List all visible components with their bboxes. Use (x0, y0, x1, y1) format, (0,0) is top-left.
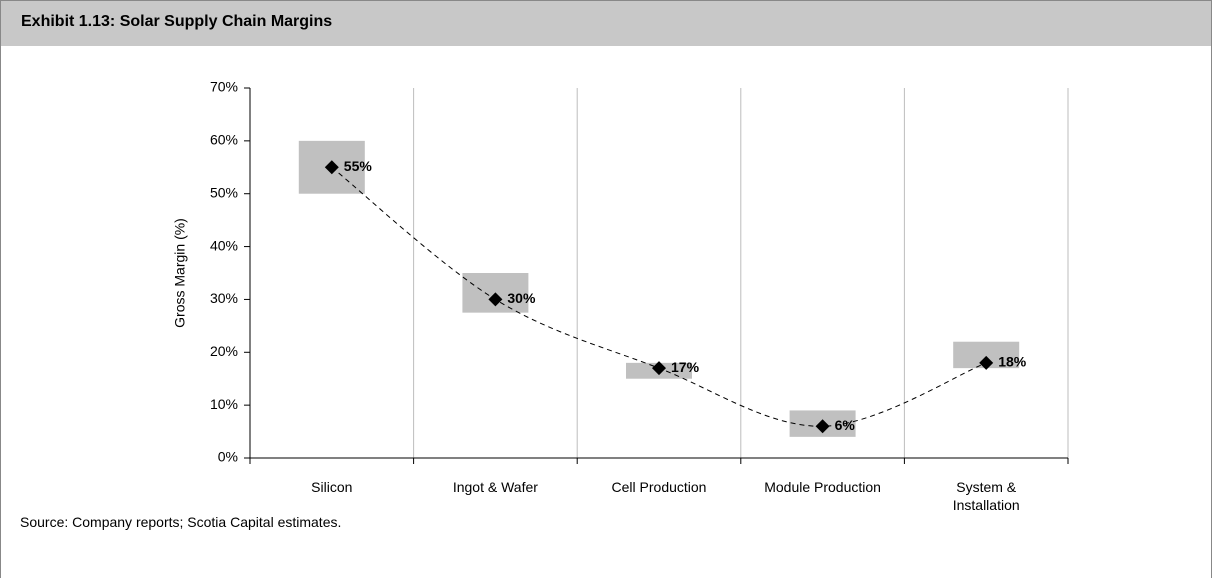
y-tick-label: 70% (210, 79, 238, 95)
marker (652, 361, 666, 376)
data-label: 30% (507, 290, 536, 306)
marker (815, 419, 830, 434)
data-label: 17% (671, 359, 700, 375)
header: Exhibit 1.13: Solar Supply Chain Margins (1, 1, 1211, 46)
y-tick-label: 60% (210, 132, 238, 148)
marker (488, 292, 503, 307)
y-axis-label: Gross Margin (%) (172, 218, 188, 328)
x-tick-label: Silicon (311, 479, 353, 495)
y-tick-label: 20% (210, 343, 238, 359)
x-tick-label: Module Production (764, 479, 881, 495)
x-tick-label: Ingot & Wafer (452, 479, 538, 495)
y-tick-label: 50% (210, 184, 238, 200)
data-label: 18% (998, 354, 1027, 370)
y-tick-label: 40% (210, 237, 238, 253)
source-note: Source: Company reports; Scotia Capital … (20, 514, 342, 530)
data-label: 55% (344, 158, 373, 174)
data-label: 6% (835, 417, 856, 433)
marker (324, 160, 339, 175)
x-tick-label: System & Installation (952, 479, 1020, 513)
chart-title: Exhibit 1.13: Solar Supply Chain Margins (21, 13, 333, 30)
x-tick-label: Cell Production (611, 479, 707, 495)
series-line (331, 166, 987, 427)
y-tick-label: 0% (218, 449, 238, 465)
y-tick-label: 10% (210, 396, 238, 412)
y-tick-label: 30% (210, 290, 238, 306)
marker (979, 355, 994, 370)
